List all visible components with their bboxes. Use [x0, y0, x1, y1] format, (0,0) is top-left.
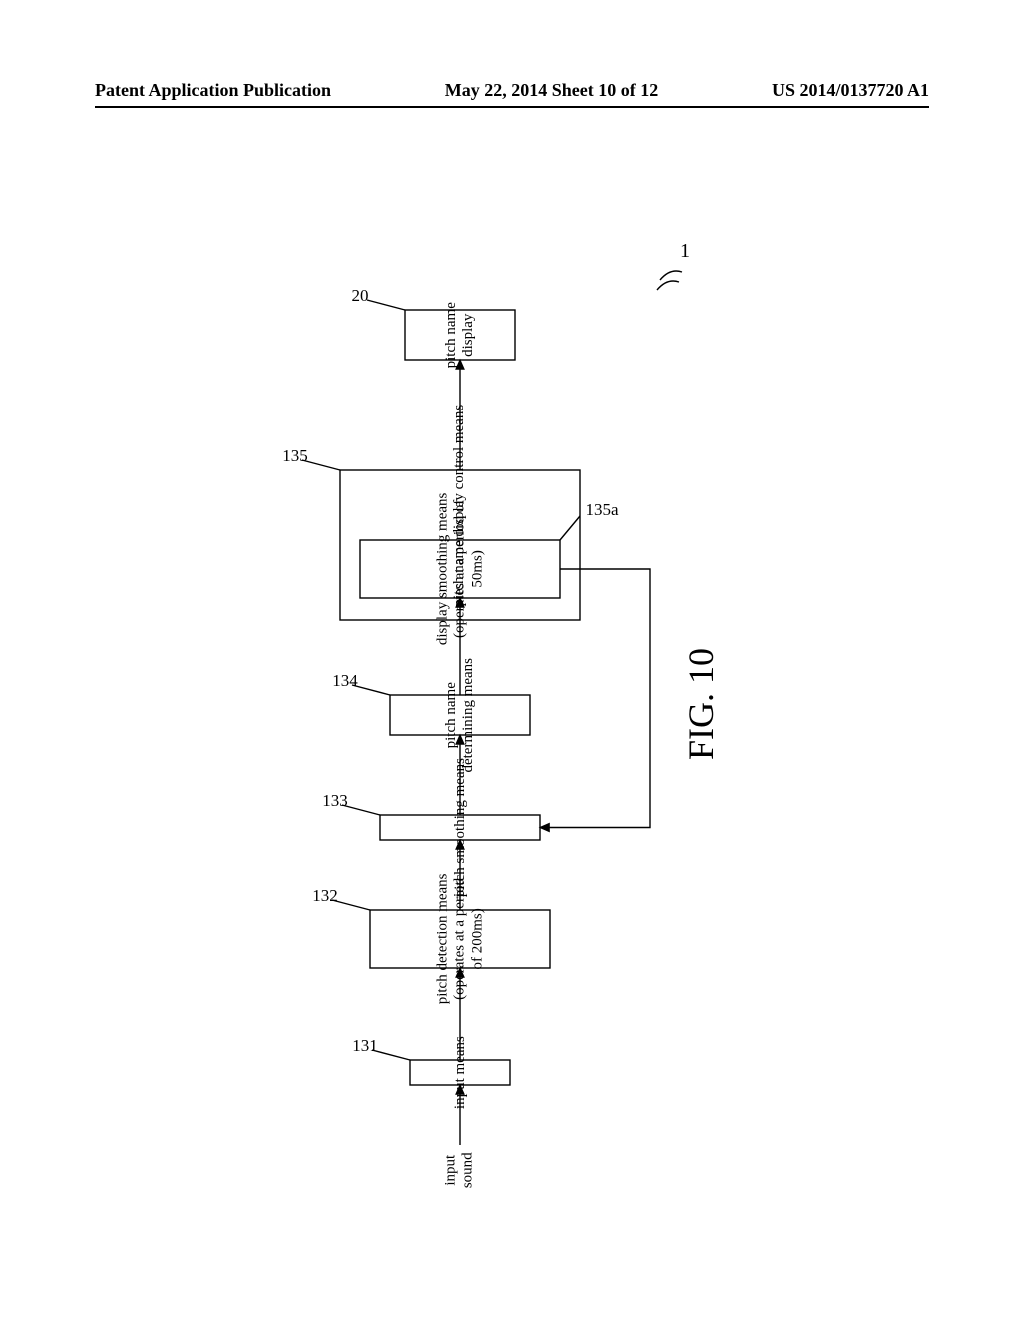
header-left: Patent Application Publication [95, 80, 331, 101]
text-b134: pitch namedetermining means [443, 657, 478, 772]
ref-b135a: 135a [577, 500, 627, 520]
ref-b132: 132 [300, 886, 350, 906]
ref-b20: 20 [335, 286, 385, 306]
ref-system: 1 [670, 240, 700, 263]
header-rule [95, 106, 929, 108]
page-header: Patent Application Publication May 22, 2… [95, 80, 929, 101]
figure-label: FIG. 10 [680, 648, 722, 760]
text-b131: input means [451, 1036, 468, 1109]
ref-b133: 133 [310, 791, 360, 811]
input-label: inputsound [443, 1152, 478, 1188]
ref-b134: 134 [320, 671, 370, 691]
header-center: May 22, 2014 Sheet 10 of 12 [445, 80, 658, 101]
header-right: US 2014/0137720 A1 [772, 80, 929, 101]
ref-b135: 135 [270, 446, 320, 466]
text-b133: pitch smoothing means [451, 758, 468, 897]
text-b135a: display smoothing means(operates at a pe… [434, 493, 486, 646]
ref-b131: 131 [340, 1036, 390, 1056]
page: Patent Application Publication May 22, 2… [0, 0, 1024, 1320]
text-b20: pitch namedisplay [443, 302, 478, 368]
